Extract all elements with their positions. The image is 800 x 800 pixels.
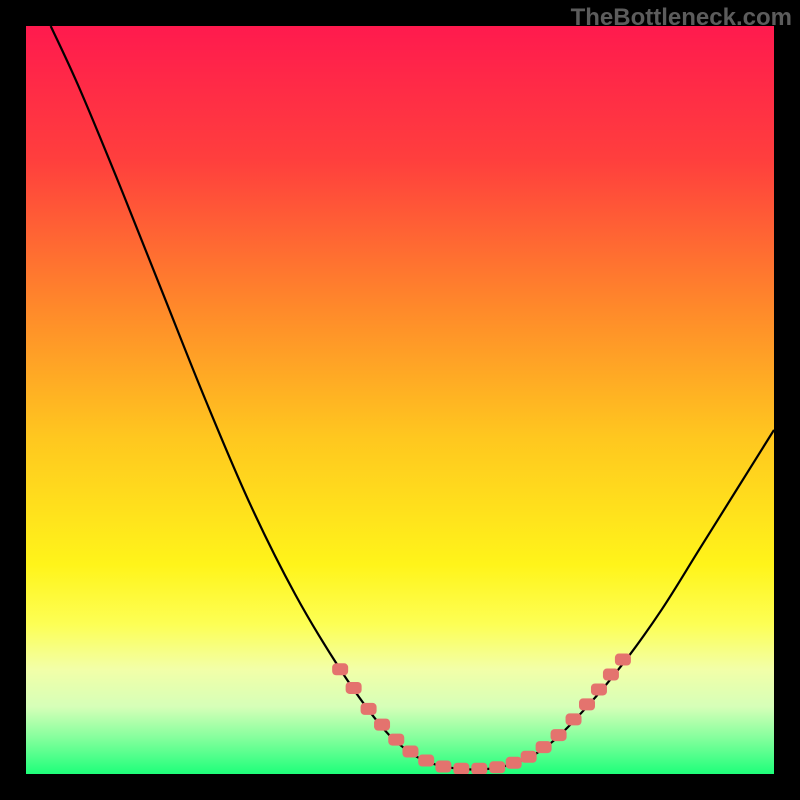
curve-marker — [579, 698, 595, 710]
curve-marker — [402, 746, 418, 758]
watermark-text: TheBottleneck.com — [571, 4, 792, 32]
curve-marker — [418, 755, 434, 767]
curve-marker — [603, 669, 619, 681]
curve-marker — [471, 763, 487, 775]
curve-marker — [591, 683, 607, 695]
chart-frame: TheBottleneck.com — [0, 0, 800, 800]
curve-marker — [374, 719, 390, 731]
curve-marker — [388, 734, 404, 746]
curve-marker — [435, 761, 451, 773]
curve-marker — [521, 751, 537, 763]
curve-marker — [361, 703, 377, 715]
curve-marker — [615, 654, 631, 666]
bottleneck-v-curve-chart — [0, 0, 800, 800]
curve-marker — [332, 663, 348, 675]
curve-marker — [506, 757, 522, 769]
curve-marker — [453, 763, 469, 775]
curve-marker — [566, 713, 582, 725]
plot-area — [26, 26, 774, 774]
curve-marker — [536, 741, 552, 753]
curve-marker — [346, 682, 362, 694]
curve-marker — [489, 761, 505, 773]
curve-marker — [551, 729, 567, 741]
